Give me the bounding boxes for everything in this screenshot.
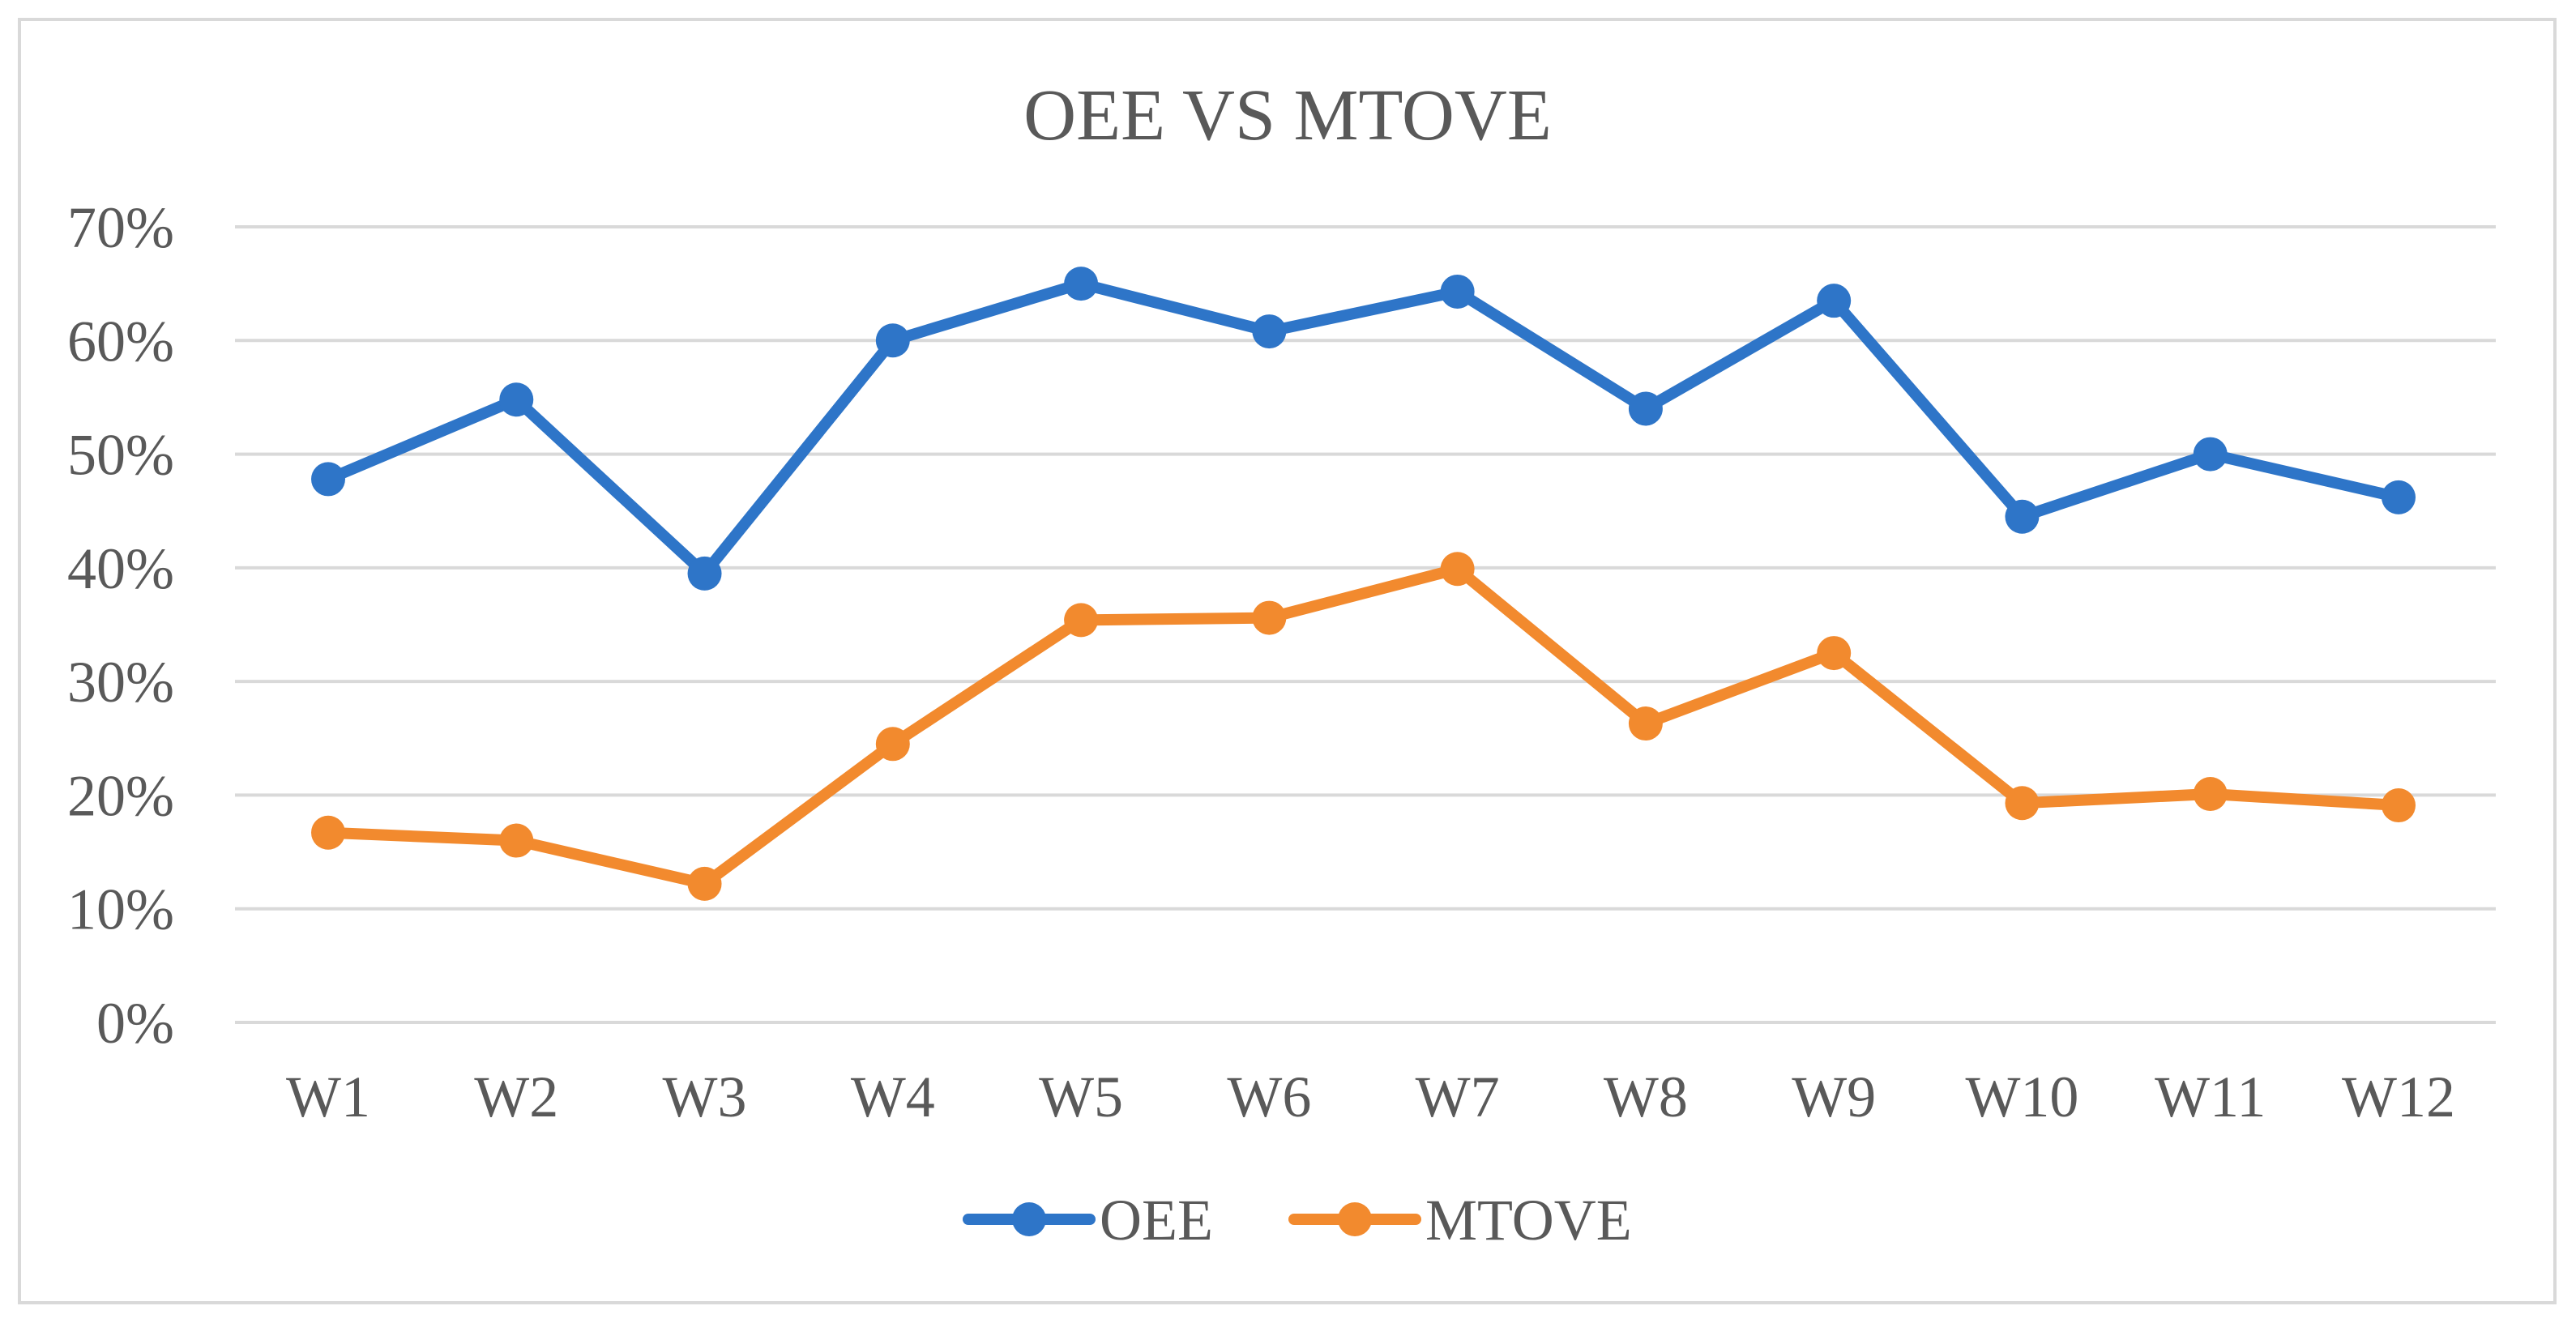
data-point: [499, 823, 534, 858]
series-line: [323, 278, 2404, 579]
data-point: [2193, 777, 2228, 812]
y-tick-label: 40%: [67, 536, 174, 601]
x-tick-label: W9: [1792, 1065, 1876, 1129]
x-tick-label: W4: [851, 1065, 935, 1129]
data-point: [1064, 267, 1099, 301]
x-tick-label: W6: [1227, 1065, 1311, 1129]
y-tick-label: 60%: [67, 309, 174, 373]
data-point: [1817, 284, 1852, 318]
data-point: [2193, 437, 2228, 472]
chart-frame: [18, 18, 2557, 1304]
data-point: [2005, 499, 2040, 534]
data-point: [2382, 788, 2416, 823]
data-point: [1817, 636, 1852, 671]
x-tick-label: W2: [474, 1065, 558, 1129]
series-oee: [311, 267, 2416, 591]
series-line: [323, 563, 2404, 890]
legend-swatch-marker: [1012, 1202, 1046, 1236]
data-point: [875, 323, 910, 358]
y-axis-tick-labels: 0% 10% 20% 30% 40% 50% 60% 70%: [67, 195, 174, 1056]
legend: OEE MTOVE: [963, 1188, 1632, 1253]
data-point: [1440, 552, 1475, 587]
x-tick-label: W3: [663, 1065, 747, 1129]
y-tick-label: 20%: [67, 763, 174, 828]
data-point: [1440, 274, 1475, 309]
data-point: [2382, 480, 2416, 514]
data-point: [687, 556, 722, 591]
legend-label: OEE: [1100, 1188, 1213, 1253]
y-tick-label: 0%: [96, 991, 174, 1056]
data-point: [1252, 314, 1287, 349]
data-point: [311, 815, 345, 850]
data-point: [499, 382, 534, 417]
data-point: [311, 462, 345, 497]
legend-item-oee: OEE: [963, 1188, 1213, 1253]
x-tick-label: W10: [1965, 1065, 2078, 1129]
y-tick-label: 50%: [67, 423, 174, 488]
data-point: [687, 866, 722, 901]
y-tick-label: 30%: [67, 650, 174, 715]
series-lines: [311, 267, 2416, 901]
x-tick-label: W8: [1604, 1065, 1688, 1129]
x-tick-label: W5: [1039, 1065, 1123, 1129]
x-axis-tick-labels: W1 W2 W3 W4 W5 W6 W7 W8 W9 W10 W11 W12: [286, 1065, 2455, 1129]
x-tick-label: W1: [286, 1065, 370, 1129]
y-tick-label: 70%: [67, 195, 174, 260]
x-tick-label: W11: [2155, 1065, 2266, 1129]
x-tick-label: W12: [2342, 1065, 2455, 1129]
gridlines: [235, 225, 2496, 1024]
legend-label: MTOVE: [1425, 1188, 1632, 1253]
chart-title: OEE VS MTOVE: [1023, 75, 1552, 156]
data-point: [1064, 603, 1099, 638]
data-point: [2005, 786, 2040, 821]
data-point: [1628, 391, 1663, 426]
data-point: [1252, 600, 1287, 635]
data-point: [1628, 706, 1663, 741]
x-tick-label: W7: [1416, 1065, 1500, 1129]
series-mtove: [311, 552, 2416, 901]
data-point: [875, 727, 910, 762]
y-tick-label: 10%: [67, 877, 174, 942]
legend-item-mtove: MTOVE: [1288, 1188, 1632, 1253]
legend-swatch-marker: [1338, 1202, 1372, 1236]
